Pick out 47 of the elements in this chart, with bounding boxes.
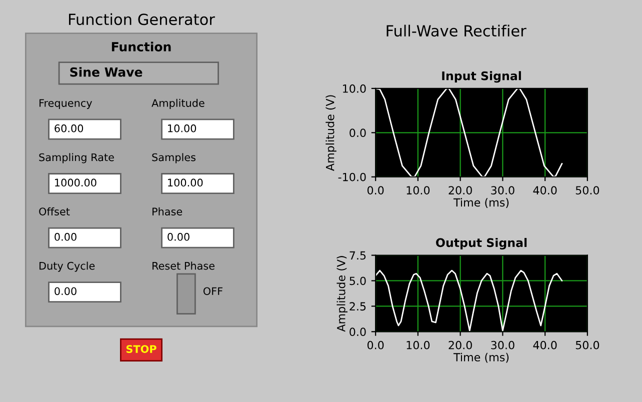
chart-title: Full-Wave Rectifier [386,24,526,37]
text: OFF [203,287,222,296]
y-tick-label: 7.5 [350,251,366,260]
text: 60.00 [54,124,84,132]
chart-subtitle: Input Signal [442,71,521,83]
x-axis-title: Time (ms) [453,352,509,363]
y-tick-label: 2.5 [350,302,366,311]
text: Offset [39,207,70,216]
x-tick-label: 0.0 [367,340,384,350]
text: Sine Wave [70,67,142,77]
x-tick-label: 10.0 [406,340,430,350]
text: 0.00 [54,232,76,241]
text: Function Generator [69,13,215,26]
text: Samples [152,153,196,164]
y-tick-label: -10.0 [338,172,366,182]
text: 10.00 [168,124,196,132]
text: Sampling Rate [39,153,114,164]
text: 100.00 [168,178,203,187]
x-tick-label: 20.0 [448,186,472,195]
text: Reset Phase [152,262,214,270]
text: Frequency [40,99,92,109]
text: 0.00 [54,287,76,296]
line-series [376,270,563,332]
y-tick-label: 10.0 [343,84,366,93]
text: STOP [126,345,156,353]
x-axis-title: Time (ms) [453,198,509,208]
x-tick-label: 50.0 [576,340,600,350]
text: 1000.00 [55,178,96,187]
y-axis-title: Amplitude (V) [336,256,348,332]
y-axis-title: Amplitude (V) [326,95,336,171]
x-tick-label: 20.0 [448,340,472,350]
text: Phase [152,207,182,216]
y-tick-label: 0.0 [350,128,366,138]
chart-title: Output Signal [436,238,527,250]
x-tick-label: 30.0 [491,186,514,195]
x-tick-label: 0.0 [367,186,384,195]
text: 0.00 [168,232,190,241]
text: Duty Cycle [40,262,95,272]
x-tick-label: 10.0 [406,186,430,195]
x-tick-label: 30.0 [491,340,514,350]
x-tick-label: 40.0 [533,186,557,195]
y-tick-label: 5.0 [350,276,366,286]
text: Amplitude [152,98,204,109]
text: Function [112,42,171,52]
x-tick-label: 40.0 [533,340,557,350]
x-tick-label: 50.0 [576,186,600,195]
y-tick-label: 0.0 [350,328,366,336]
